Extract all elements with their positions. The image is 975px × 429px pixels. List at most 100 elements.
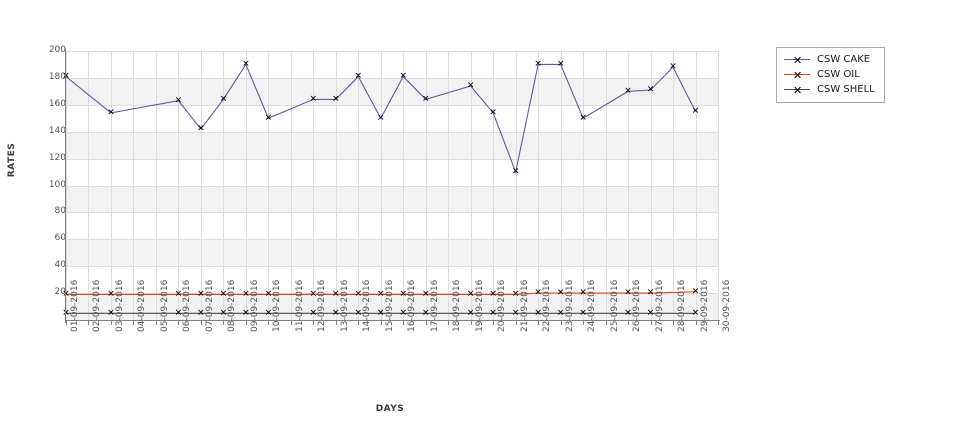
- v-gridline: [381, 51, 382, 320]
- x-tick-label: 10-09-2016: [272, 279, 283, 332]
- x-tick: [628, 320, 629, 325]
- x-tick-label: 13-09-2016: [339, 279, 350, 332]
- legend-item-csw-cake[interactable]: ✕ CSW CAKE: [784, 52, 875, 67]
- x-marker: ✕: [624, 86, 632, 96]
- x-marker: ✕: [242, 308, 250, 318]
- v-gridline: [448, 51, 449, 320]
- y-tick-label: 120: [48, 152, 66, 163]
- x-marker: ✕: [197, 308, 205, 318]
- x-tick-label: 16-09-2016: [407, 279, 418, 332]
- x-tick-label: 02-09-2016: [92, 279, 103, 332]
- x-marker: ✕: [220, 308, 228, 318]
- x-tick-label: 22-09-2016: [542, 279, 553, 332]
- h-gridline: [66, 104, 718, 106]
- series-lines: ✕✕✕✕✕✕✕✕ ✕✕✕✕✕✕✕✕✕ ✕✕✕ ✕✕✕✕ ✕ ✕ ✕ ✕ ✕ ✕ ✕ ✕ ✕ ✕ ✕ ✕ ✕ ✕ ✕ ✕…: [62, 59, 700, 318]
- h-gridline: [66, 77, 718, 79]
- plot-band: [66, 239, 718, 267]
- v-gridline: [718, 51, 719, 320]
- x-tick: [718, 320, 719, 325]
- x-tick: [538, 320, 539, 325]
- v-gridline: [313, 51, 314, 320]
- x-tick: [583, 320, 584, 325]
- v-gridline: [493, 51, 494, 320]
- x-marker: ✕: [265, 308, 273, 318]
- y-tick-label: 20: [54, 287, 66, 298]
- legend-item-csw-shell[interactable]: ✕ CSW SHELL: [784, 82, 875, 97]
- x-tick: [291, 320, 292, 325]
- x-marker: ✕: [62, 308, 70, 318]
- x-marker: ✕: [422, 308, 430, 318]
- v-gridline: [403, 51, 404, 320]
- x-axis-title: DAYS: [375, 404, 405, 414]
- x-marker: ✕: [242, 289, 250, 299]
- x-tick: [66, 320, 67, 325]
- plot-band: [66, 293, 718, 320]
- v-gridline: [66, 51, 67, 320]
- x-marker: ✕: [355, 308, 363, 318]
- h-gridline: [66, 212, 718, 214]
- v-gridline: [156, 51, 157, 320]
- series-csw-cake: ✕ ✕ ✕ ✕ ✕ ✕ ✕ ✕ ✕ ✕ ✕ ✕ ✕ ✕ ✕ ✕ ✕ ✕ ✕ ✕ ✕ ✕ ✕: [62, 59, 699, 177]
- x-marker: ✕: [197, 289, 205, 299]
- x-tick: [561, 320, 562, 325]
- x-marker: ✕: [332, 289, 340, 299]
- x-tick: [88, 320, 89, 325]
- x-marker: ✕: [579, 288, 587, 298]
- y-tick-label: 180: [48, 71, 66, 82]
- x-tick-label: 04-09-2016: [137, 279, 148, 332]
- series-line: [65, 63, 697, 175]
- x-marker: ✕: [242, 59, 250, 69]
- x-marker: ✕: [62, 289, 70, 299]
- y-tick-label: 60: [54, 233, 66, 244]
- legend-item-csw-oil[interactable]: ✕ CSW OIL: [784, 67, 875, 82]
- x-tick: [673, 320, 674, 325]
- x-marker: ✕: [489, 308, 497, 318]
- x-tick-label: 25-09-2016: [609, 279, 620, 332]
- v-gridline: [628, 51, 629, 320]
- v-gridline: [583, 51, 584, 320]
- v-gridline: [201, 51, 202, 320]
- x-tick-label: 28-09-2016: [677, 279, 688, 332]
- x-tick: [268, 320, 269, 325]
- x-marker: ✕: [624, 308, 632, 318]
- legend-line: [784, 58, 810, 60]
- x-tick: [651, 320, 652, 325]
- x-marker: ✕: [579, 113, 587, 123]
- x-tick: [246, 320, 247, 325]
- x-tick: [516, 320, 517, 325]
- x-marker: ✕: [422, 94, 430, 104]
- x-tick-label: 09-09-2016: [249, 279, 260, 332]
- x-tick-label: 17-09-2016: [429, 279, 440, 332]
- x-marker: ✕: [489, 289, 497, 299]
- x-marker: ✕: [399, 72, 407, 82]
- x-tick: [381, 320, 382, 325]
- x-tick: [223, 320, 224, 325]
- x-tick: [403, 320, 404, 325]
- x-marker: ✕: [467, 308, 475, 318]
- x-marker: ✕: [512, 167, 520, 177]
- h-gridline: [66, 266, 718, 268]
- legend-swatch: ✕: [784, 69, 810, 81]
- v-gridline: [561, 51, 562, 320]
- h-gridline: [66, 158, 718, 160]
- x-tick-label: 07-09-2016: [204, 279, 215, 332]
- plot-band: [66, 77, 718, 105]
- x-tick-label: 15-09-2016: [384, 279, 395, 332]
- x-tick-label: 05-09-2016: [159, 279, 170, 332]
- legend-label: CSW CAKE: [817, 54, 871, 65]
- v-gridline: [426, 51, 427, 320]
- legend-swatch: ✕: [784, 54, 810, 66]
- x-tick-label: 03-09-2016: [114, 279, 125, 332]
- x-tick-label: 26-09-2016: [632, 279, 643, 332]
- x-marker: ✕: [534, 59, 542, 69]
- x-tick: [156, 320, 157, 325]
- x-marker: ✕: [557, 288, 565, 298]
- legend-label: CSW OIL: [817, 69, 860, 80]
- v-gridline: [673, 51, 674, 320]
- x-marker: ✕: [692, 308, 700, 318]
- x-axis-spine: [65, 320, 720, 321]
- v-gridline: [696, 51, 697, 320]
- x-marker: ✕: [534, 308, 542, 318]
- x-marker: ✕: [669, 62, 677, 72]
